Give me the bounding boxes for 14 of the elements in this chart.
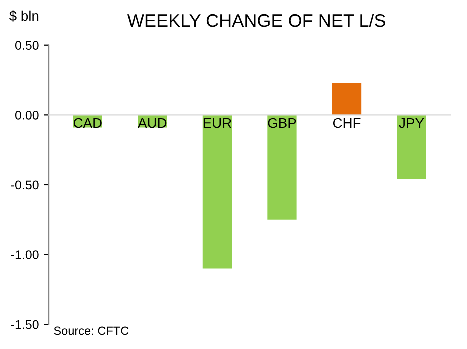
x-tick-label: GBP xyxy=(268,118,296,128)
x-tick-label: JPY xyxy=(399,118,424,128)
x-tick-label: CHF xyxy=(333,118,361,128)
y-tick-label: 0.50 xyxy=(15,41,39,50)
y-axis-title: $ bln xyxy=(9,10,39,22)
y-tick-label: 0.00 xyxy=(15,110,39,120)
chart-title: WEEKLY CHANGE OF NET L/S xyxy=(127,14,386,28)
x-tick-label: AUD xyxy=(138,118,167,128)
y-tick-label: -1.50 xyxy=(11,320,39,330)
source-note: Source: CFTC xyxy=(54,326,129,336)
y-tick-label: -0.50 xyxy=(11,180,39,190)
x-tick-label: CAD xyxy=(74,118,102,128)
x-tick-label: EUR xyxy=(204,118,232,128)
y-tick-label: -1.00 xyxy=(11,250,39,260)
